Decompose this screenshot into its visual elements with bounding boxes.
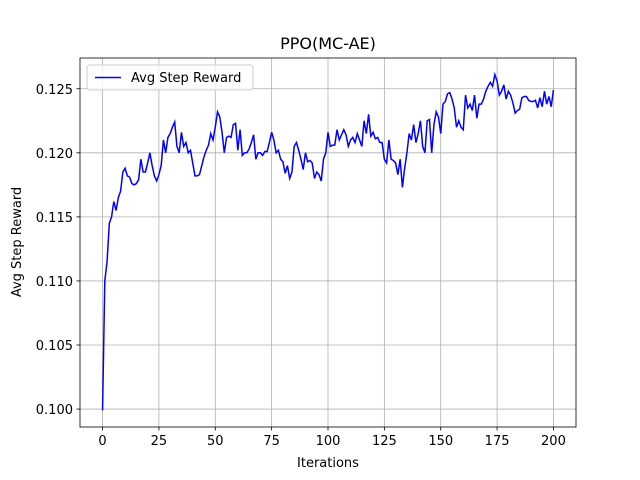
chart-title: PPO(MC-AE) [280, 34, 376, 53]
x-tick-label: 25 [151, 434, 168, 449]
y-tick-label: 0.105 [36, 339, 73, 354]
legend-box [86, 64, 254, 91]
x-tick-label: 150 [428, 434, 453, 449]
plot-frame [79, 57, 577, 428]
x-axis-label: Iterations [297, 456, 359, 471]
y-tick-label: 0.120 [36, 147, 73, 162]
x-tick-label: 0 [98, 434, 106, 449]
y-tick-label: 0.110 [36, 275, 73, 290]
x-tick-label: 200 [541, 434, 566, 449]
x-tick-label: 100 [316, 434, 341, 449]
x-tick-label: 175 [485, 434, 510, 449]
x-tick-label: 125 [372, 434, 397, 449]
y-tick-label: 0.115 [36, 211, 73, 226]
x-tick-label: 75 [263, 434, 280, 449]
data-line [101, 71, 555, 411]
x-tick-label: 50 [207, 434, 224, 449]
y-axis-label: Avg Step Reward [10, 187, 25, 297]
legend-label: Avg Step Reward [131, 71, 241, 86]
y-tick-label: 0.125 [36, 83, 73, 98]
y-tick-label: 0.100 [36, 403, 73, 418]
